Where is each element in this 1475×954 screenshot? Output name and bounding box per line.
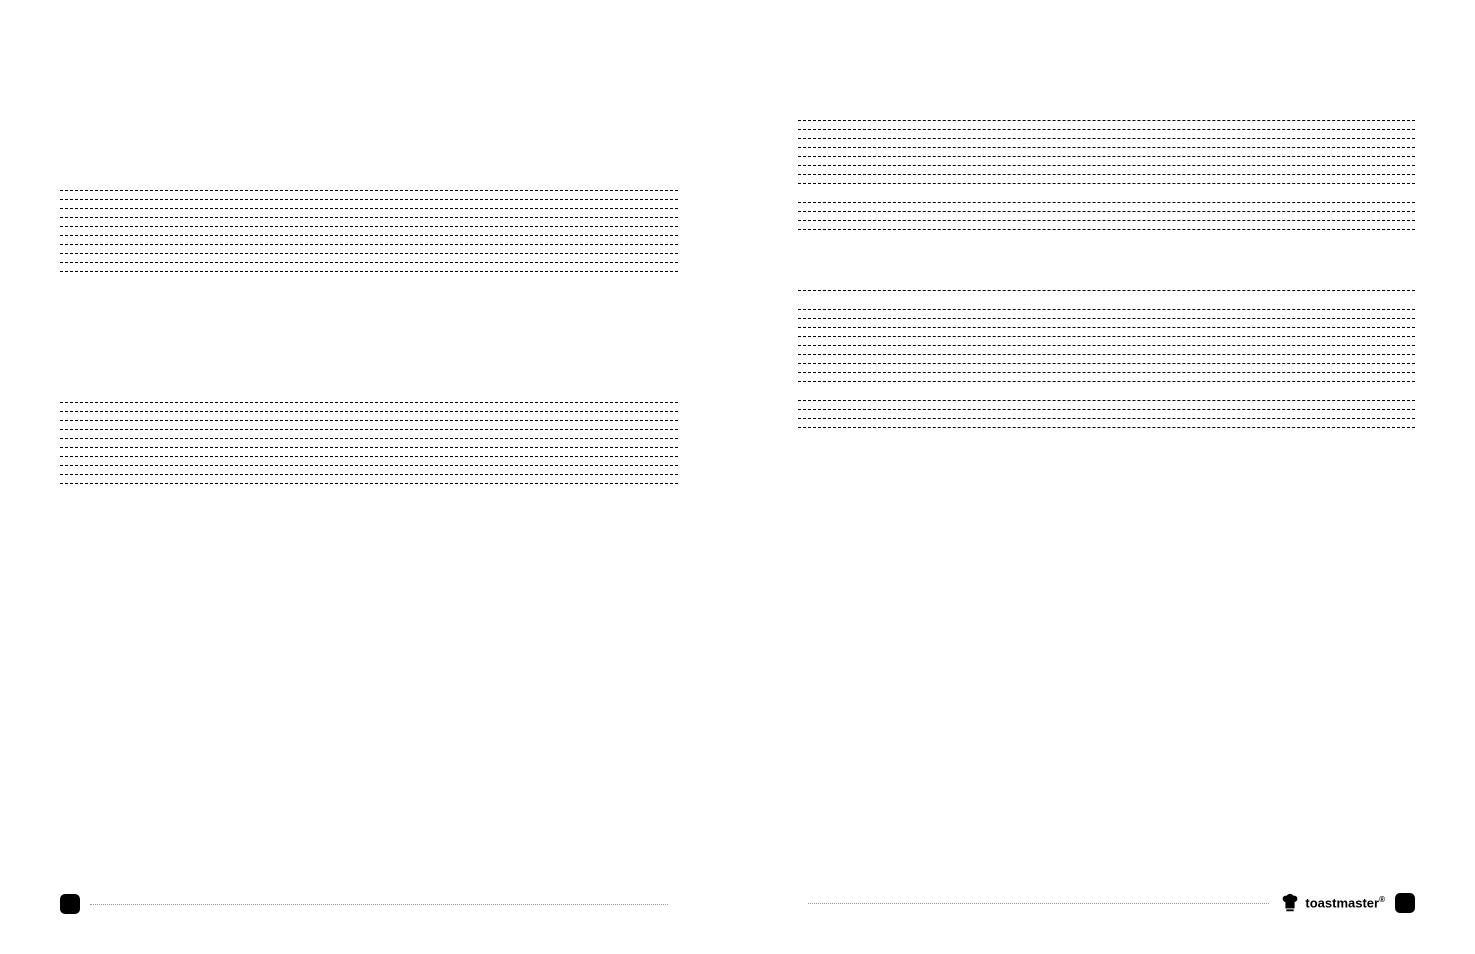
- line-spacer: [798, 373, 1416, 381]
- line-spacer: [798, 130, 1416, 138]
- chef-icon: [1279, 892, 1301, 914]
- line-spacer: [798, 121, 1416, 129]
- right-page: toastmaster®: [738, 0, 1475, 954]
- line-spacer: [60, 245, 678, 253]
- writing-line-group: [798, 120, 1416, 184]
- spacer: [798, 291, 1416, 309]
- line-spacer: [798, 419, 1416, 427]
- line-spacer: [798, 337, 1416, 345]
- line-spacer: [798, 319, 1416, 327]
- line-spacer: [798, 221, 1416, 229]
- line-spacer: [60, 236, 678, 244]
- line-spacer: [798, 148, 1416, 156]
- line-spacer: [798, 346, 1416, 354]
- footer-dotted-line: [808, 903, 1270, 904]
- line-spacer: [60, 457, 678, 465]
- line-spacer: [60, 412, 678, 420]
- line-spacer: [60, 200, 678, 208]
- writing-line: [60, 483, 678, 484]
- line-spacer: [798, 410, 1416, 418]
- spacer: [60, 60, 678, 190]
- writing-line-group: [798, 400, 1416, 428]
- line-spacer: [60, 475, 678, 483]
- line-spacer: [798, 175, 1416, 183]
- right-content: [798, 60, 1416, 874]
- brand-logo: toastmaster®: [1279, 892, 1385, 914]
- line-spacer: [60, 263, 678, 271]
- spacer: [798, 60, 1416, 120]
- line-spacer: [60, 227, 678, 235]
- line-spacer: [60, 403, 678, 411]
- line-spacer: [798, 157, 1416, 165]
- line-spacer: [60, 254, 678, 262]
- left-page: [0, 0, 738, 954]
- line-spacer: [798, 401, 1416, 409]
- line-spacer: [60, 218, 678, 226]
- spacer: [798, 184, 1416, 202]
- footer-right: toastmaster®: [798, 892, 1416, 914]
- line-spacer: [798, 212, 1416, 220]
- footer-left: [60, 894, 678, 914]
- spacer: [798, 230, 1416, 290]
- page-marker-right: [1395, 893, 1415, 913]
- line-spacer: [798, 355, 1416, 363]
- line-spacer: [798, 310, 1416, 318]
- writing-line-group: [798, 309, 1416, 382]
- footer-dotted-line: [90, 904, 668, 905]
- line-spacer: [60, 421, 678, 429]
- spacer: [60, 272, 678, 402]
- line-spacer: [798, 364, 1416, 372]
- line-spacer: [798, 166, 1416, 174]
- line-spacer: [798, 328, 1416, 336]
- line-spacer: [798, 203, 1416, 211]
- line-spacer: [60, 448, 678, 456]
- writing-line-group: [60, 190, 678, 272]
- spacer: [798, 382, 1416, 400]
- left-content: [60, 60, 678, 874]
- writing-line: [798, 427, 1416, 428]
- line-spacer: [798, 139, 1416, 147]
- writing-line-group: [60, 402, 678, 484]
- line-spacer: [60, 430, 678, 438]
- line-spacer: [60, 466, 678, 474]
- line-spacer: [60, 439, 678, 447]
- brand-name: toastmaster®: [1305, 895, 1385, 910]
- page-marker-left: [60, 894, 80, 914]
- writing-line-group: [798, 202, 1416, 230]
- line-spacer: [60, 209, 678, 217]
- line-spacer: [60, 191, 678, 199]
